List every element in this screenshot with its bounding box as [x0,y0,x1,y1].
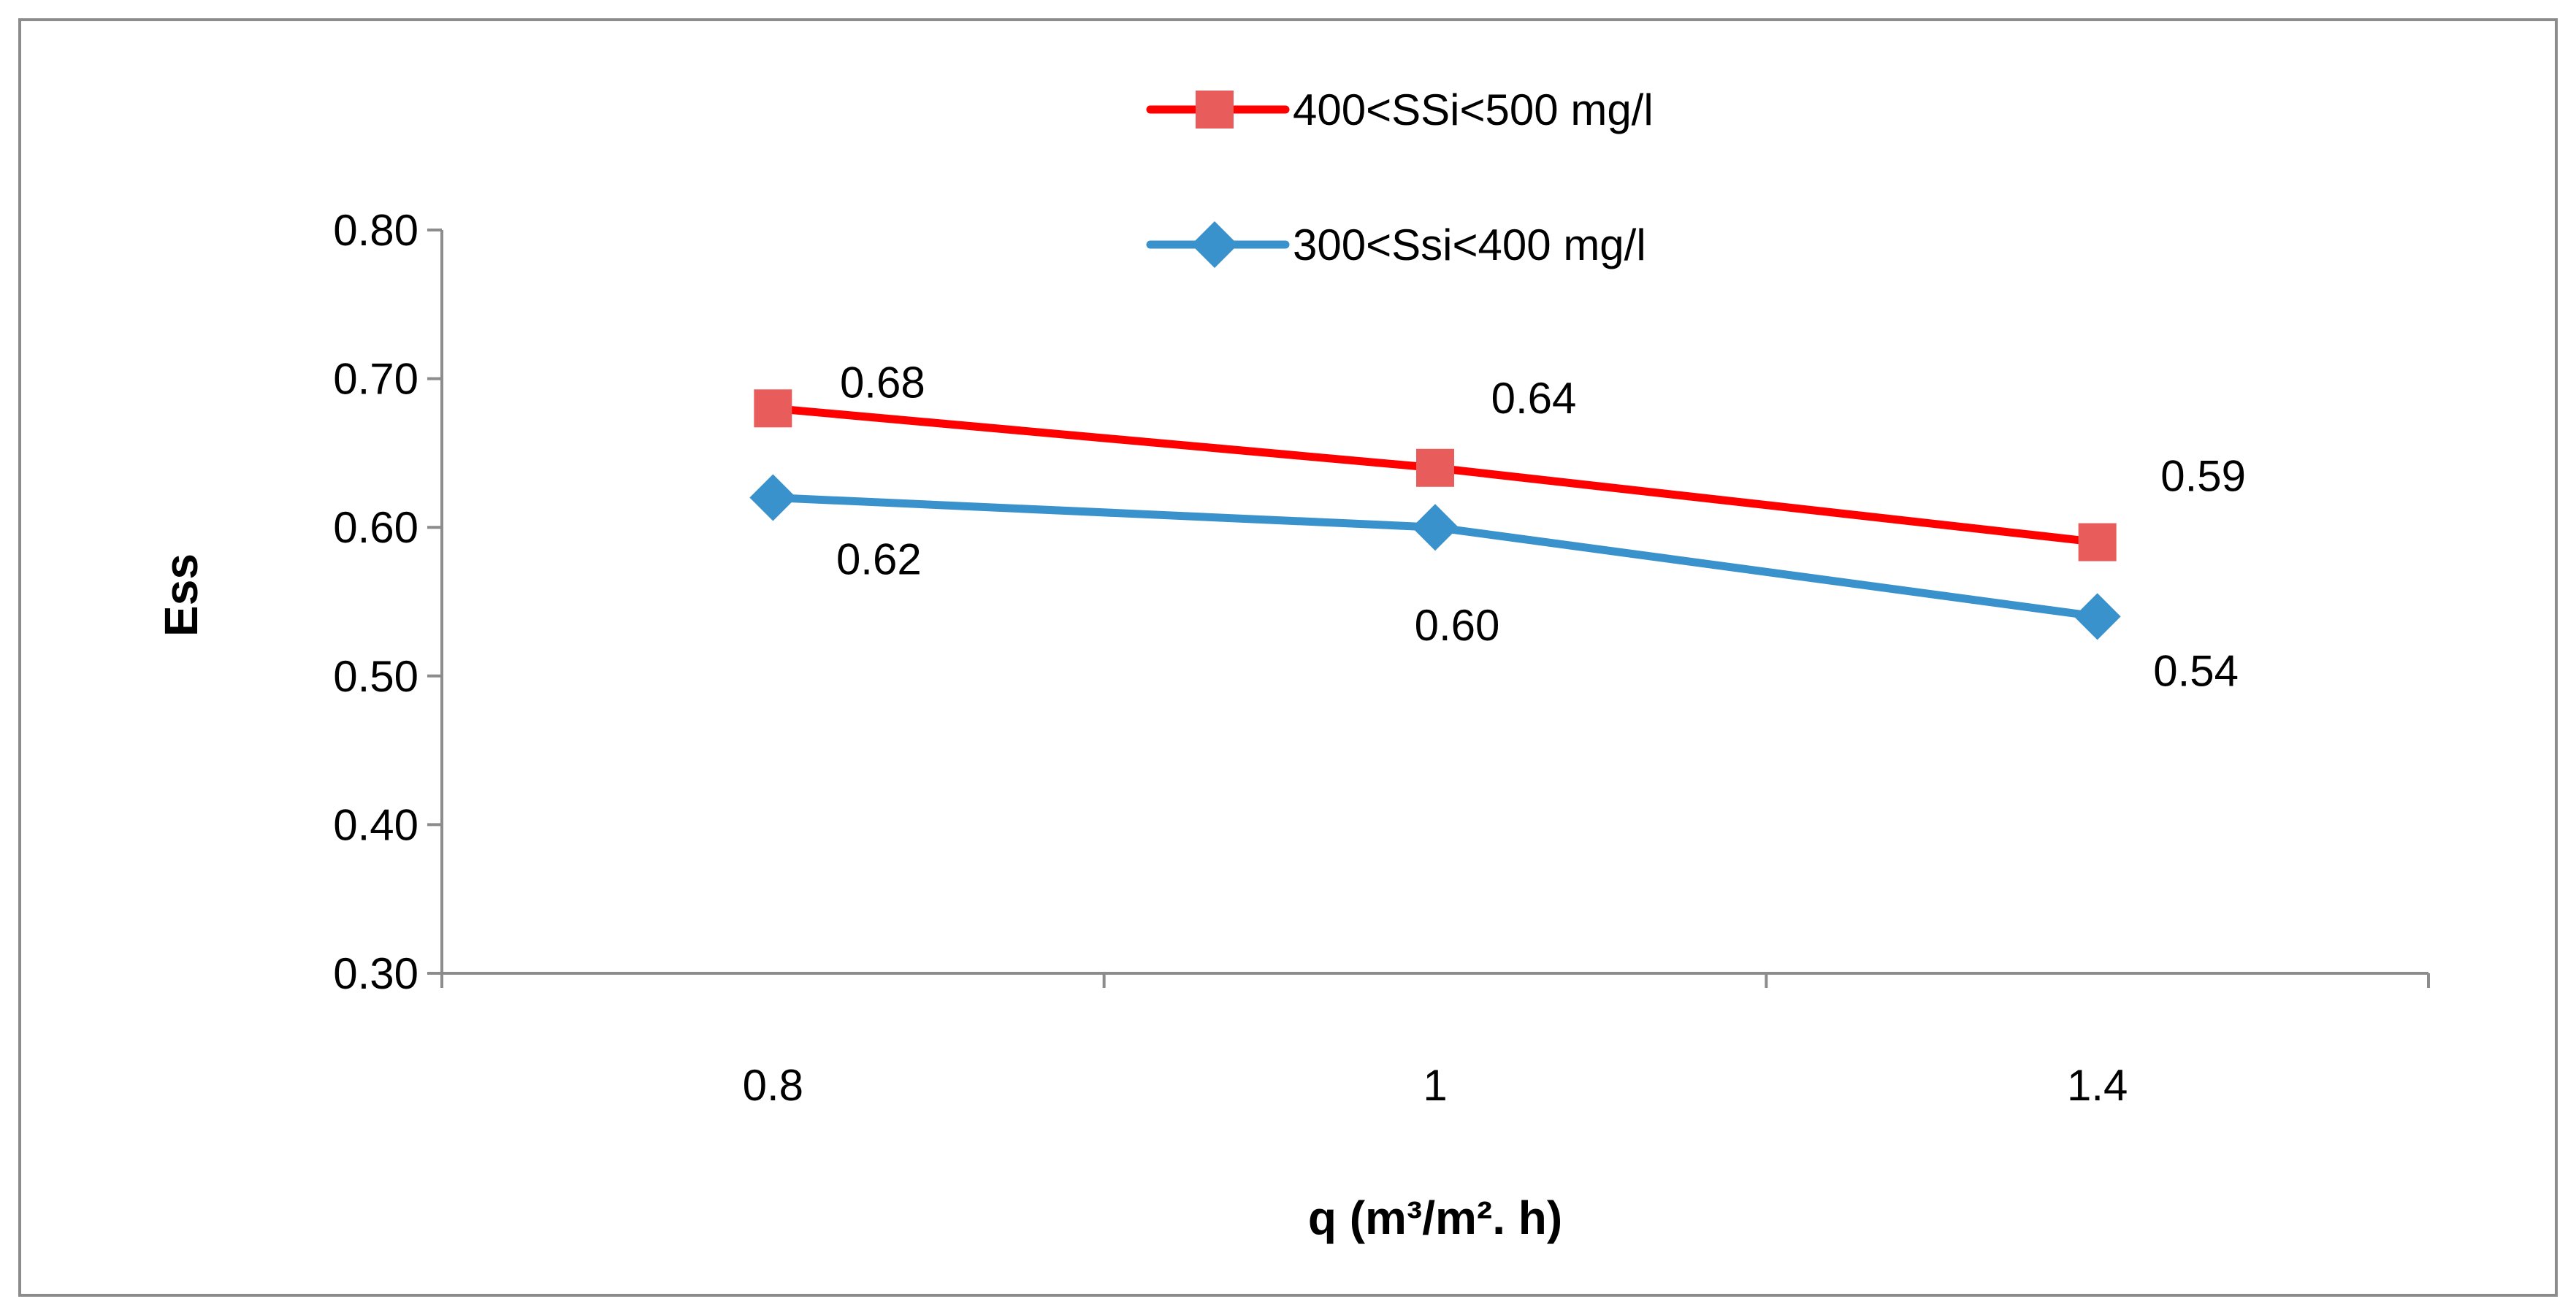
y-tick-label: 0.80 [333,206,418,255]
series-0: 0.68 0.64 0.59 [754,358,2246,561]
legend-label: 300<Ssi<400 mg/l [1293,221,1646,269]
data-label: 0.54 [2153,646,2239,695]
legend-item-1: 300<Ssi<400 mg/l [1146,221,1646,269]
y-tick-label: 0.50 [333,652,418,701]
legend-label: 400<SSi<500 mg/l [1293,85,1654,134]
y-tick-label: 0.70 [333,355,418,404]
y-axis-title: Ess [155,553,207,637]
legend-swatch-marker [1191,221,1238,268]
data-point [2078,523,2117,561]
legend-swatch-marker [1196,91,1234,129]
data-point [2074,593,2121,640]
data-point [1416,448,1454,487]
x-axis-title: q (m³/m². h) [1308,1192,1562,1244]
data-point [754,389,792,428]
data-label: 0.60 [1415,601,1500,650]
y-tick-label: 0.60 [333,503,418,552]
y-tick-label: 0.30 [333,949,418,998]
axes [440,230,2428,975]
x-tick-label: 0.8 [743,1061,803,1110]
x-tick-label: 1.4 [2067,1061,2128,1110]
data-point [1412,504,1459,551]
data-label: 0.59 [2160,452,2246,501]
series-1: 0.62 0.60 0.54 [749,474,2239,695]
y-tick-label: 0.40 [333,800,418,849]
data-label: 0.62 [836,534,922,583]
y-axis-ticks: 0.30 0.40 0.50 0.60 0.70 0.80 [333,206,442,998]
x-tick-label: 1 [1423,1061,1447,1110]
data-label: 0.68 [840,358,925,407]
data-point [749,474,797,521]
legend: 400<SSi<500 mg/l 300<Ssi<400 mg/l [1146,85,1654,269]
data-label: 0.64 [1491,374,1577,423]
x-axis-ticks: 0.8 1 1.4 [440,973,2430,1110]
legend-item-0: 400<SSi<500 mg/l [1146,85,1654,134]
series-layer: 0.62 0.60 0.54 0.68 0.64 0.59 [749,358,2246,695]
